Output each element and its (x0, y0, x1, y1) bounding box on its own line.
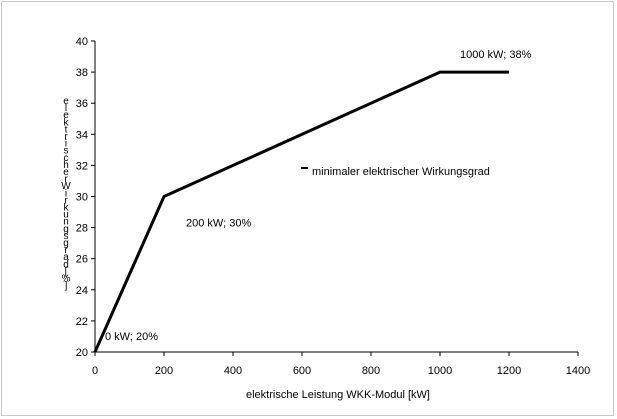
y-tick-label: 34 (76, 129, 88, 141)
y-axis-label-char: l (65, 103, 67, 114)
y-axis-label-char: W (61, 181, 71, 192)
annotations: 0 kW; 20% 200 kW; 30% 1000 kW; 38% (105, 49, 532, 343)
y-axis-label-char: u (63, 210, 69, 221)
y-tick-label: 30 (76, 192, 88, 204)
y-axis-label-char: e (63, 110, 69, 121)
data-label: 200 kW; 30% (186, 218, 251, 230)
y-axis-label-char: i (65, 188, 67, 199)
y-axis-label-char: r (64, 195, 68, 206)
y-tick-label: 24 (76, 285, 88, 297)
y-axis-label-char: d (63, 259, 69, 270)
y-axis-label-char: i (65, 139, 67, 150)
y-axis-label-char: [ (65, 266, 68, 277)
y-tick-label: 36 (76, 98, 88, 110)
x-tick-label: 1400 (566, 365, 590, 377)
y-axis-label-char: n (63, 217, 69, 228)
y-axis-label-char: c (64, 153, 69, 164)
x-tick-label: 400 (224, 365, 242, 377)
x-axis-label: elektrische Leistung WKK-Modul [kW] (246, 389, 430, 401)
y-axis-label-char: r (64, 174, 68, 185)
y-axis-label-char: h (63, 160, 69, 171)
y-axis-label-char: g (63, 224, 69, 235)
y-axis-label-char: % (62, 274, 71, 285)
series-line (93, 70, 509, 353)
x-tick-label: 200 (155, 365, 173, 377)
x-tick-label: 1200 (497, 365, 521, 377)
x-tick-label: 600 (293, 365, 311, 377)
y-tick-label: 38 (76, 67, 88, 79)
x-tick-label: 1000 (428, 365, 452, 377)
y-axis-label-char: e (63, 96, 69, 107)
y-axis-label-char: s (64, 146, 69, 157)
y-axis-label-char: g (63, 238, 69, 249)
data-label: 0 kW; 20% (105, 331, 158, 343)
x-ticks: 0 200 400 600 800 1000 1200 1400 (92, 352, 590, 377)
y-tick-label: 20 (76, 347, 88, 359)
y-axis-label-char: k (64, 203, 70, 214)
y-tick-label: 22 (76, 316, 88, 328)
y-axis-label-char: r (64, 245, 68, 256)
y-axis-label-char: t (65, 124, 68, 135)
y-tick-label: 32 (76, 160, 88, 172)
y-axis-label-char: s (64, 231, 69, 242)
y-axis-label-char: ] (65, 281, 68, 292)
y-axis-label-char: r (64, 132, 68, 143)
y-tick-label: 40 (76, 36, 88, 48)
y-ticks: 20 22 24 26 28 30 32 34 36 38 40 (76, 36, 95, 359)
legend: minimaler elektrischer Wirkungsgrad (301, 166, 490, 178)
data-label: 1000 kW; 38% (460, 49, 532, 61)
x-tick-label: 800 (362, 365, 380, 377)
legend-label: minimaler elektrischer Wirkungsgrad (312, 166, 490, 178)
y-tick-label: 26 (76, 254, 88, 266)
x-tick-label: 0 (92, 365, 98, 377)
y-tick-label: 28 (76, 223, 88, 235)
y-axis-label-char: k (64, 117, 70, 128)
y-axis-label-char: e (63, 167, 69, 178)
y-axis-label-char: a (63, 252, 69, 263)
